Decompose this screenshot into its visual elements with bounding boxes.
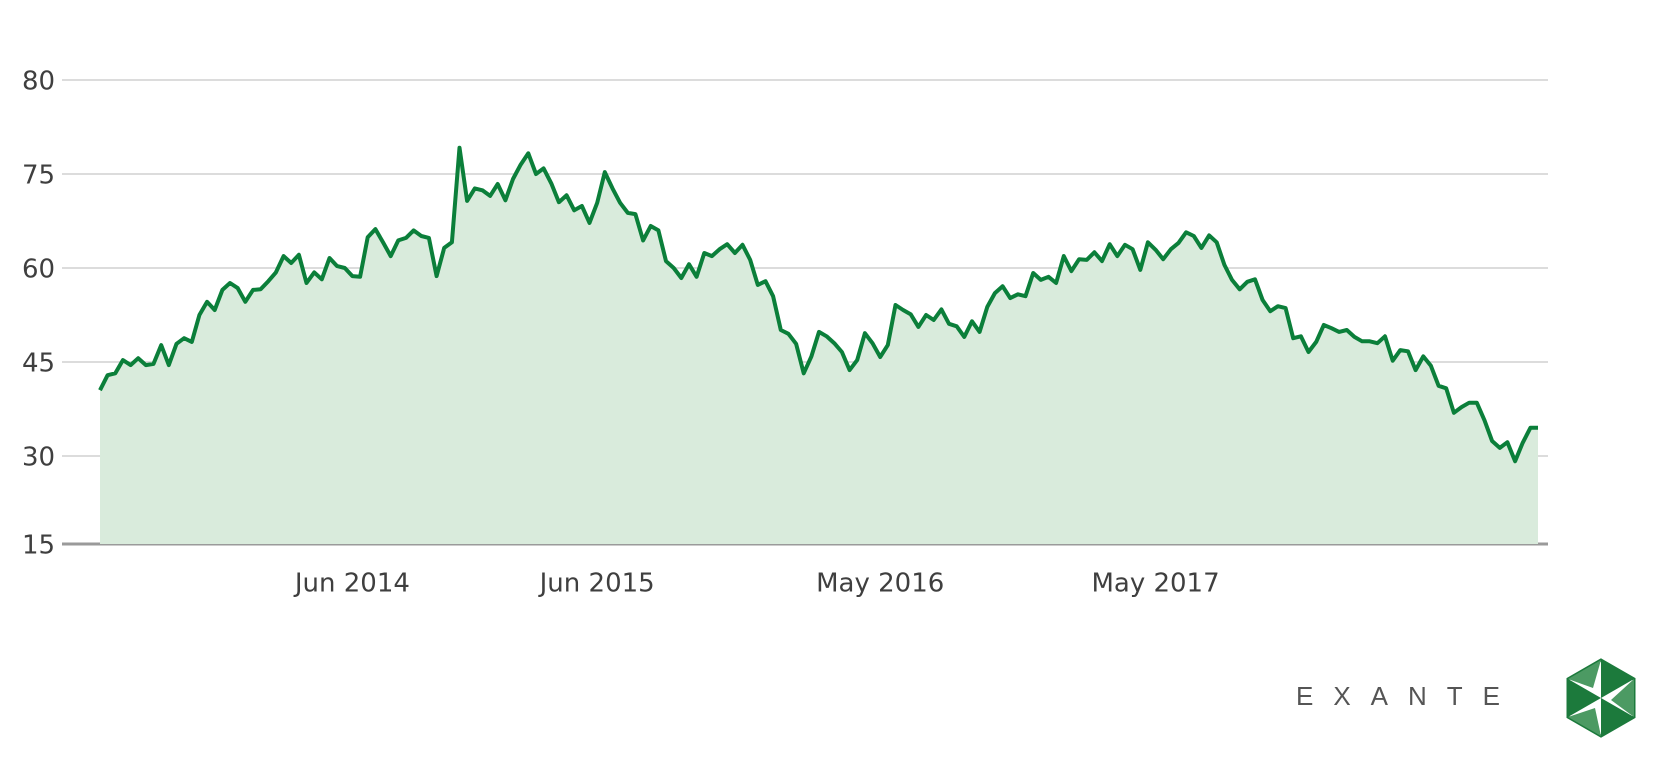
x-tick-label: May 2017: [1091, 569, 1219, 599]
labels: 15 30 45 60 75 80 Jun 2014 Jun 2015 May 2016 May …: [22, 67, 1220, 599]
y-tick-label: 75: [22, 161, 55, 191]
x-tick-label: May 2016: [816, 569, 944, 599]
x-tick-label: Jun 2015: [538, 569, 655, 599]
plot: [98, 145, 1538, 544]
y-tick-label: 15: [22, 531, 55, 561]
x-tick-label: Jun 2014: [293, 569, 410, 599]
line: [98, 145, 1538, 464]
y-tick-label: 60: [22, 255, 55, 285]
brand-logo: [1566, 658, 1636, 738]
brand-name: EXANTE: [1296, 681, 1520, 711]
y-tick-label: 45: [22, 349, 55, 379]
y-tick-label: 80: [22, 67, 55, 97]
y-tick-label: 30: [22, 443, 55, 473]
area-fill: [100, 147, 1538, 544]
